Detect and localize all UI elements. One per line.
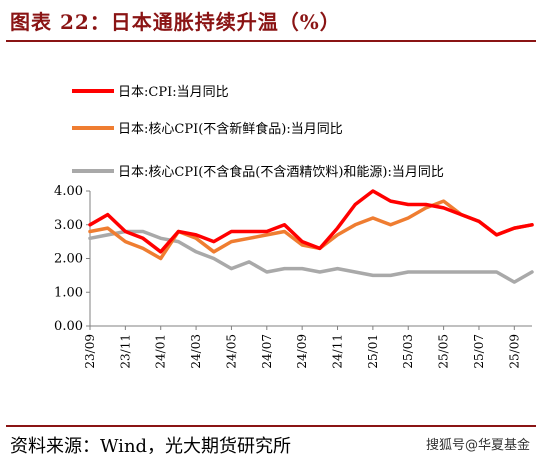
legend: 日本:CPI:当月同比日本:核心CPI(不含新鲜食品):当月同比日本:核心CPI…	[72, 85, 444, 180]
legend-label: 日本:CPI:当月同比	[118, 85, 229, 100]
source-note: 资料来源：Wind，光大期货研究所	[10, 436, 292, 457]
bottom-divider	[6, 425, 536, 427]
y-tick-label: 2.00	[54, 252, 83, 267]
legend-label: 日本:核心CPI(不含食品(不含酒精饮料)和能源):当月同比	[118, 164, 444, 180]
legend-label: 日本:核心CPI(不含新鲜食品):当月同比	[118, 121, 343, 137]
x-tick-label: 25/09	[507, 334, 521, 369]
x-tick-label: 24/05	[224, 334, 238, 369]
axes: 0.00 1.00 2.00 3.00 4.00 23/09 23/11 24/01 24/03…	[54, 184, 532, 369]
top-divider	[6, 40, 536, 42]
series-group	[88, 189, 534, 284]
x-tick-label: 24/11	[331, 334, 345, 369]
x-tick-label: 23/11	[118, 334, 132, 369]
x-tick-label: 23/09	[83, 334, 97, 369]
x-tick-label: 24/01	[154, 334, 168, 369]
watermark: 搜狐号@华夏基金	[423, 434, 532, 453]
x-tick-label: 24/09	[295, 334, 309, 369]
series-line-3	[88, 229, 534, 284]
chart-title: 图表 22：日本通胀持续升温（%）	[10, 10, 341, 34]
series-line-1	[88, 189, 534, 254]
x-tick-label: 25/01	[366, 334, 380, 369]
x-tick-label: 24/03	[189, 334, 203, 369]
y-tick-label: 3.00	[54, 218, 83, 233]
y-tick-label: 4.00	[54, 184, 83, 199]
y-tick-label: 0.00	[54, 319, 83, 334]
y-tick-label: 1.00	[54, 285, 83, 300]
x-tick-label: 25/05	[437, 334, 451, 369]
x-tick-label: 24/07	[260, 334, 274, 369]
x-tick-label: 25/07	[472, 334, 486, 369]
x-tick-label: 25/03	[401, 334, 415, 369]
